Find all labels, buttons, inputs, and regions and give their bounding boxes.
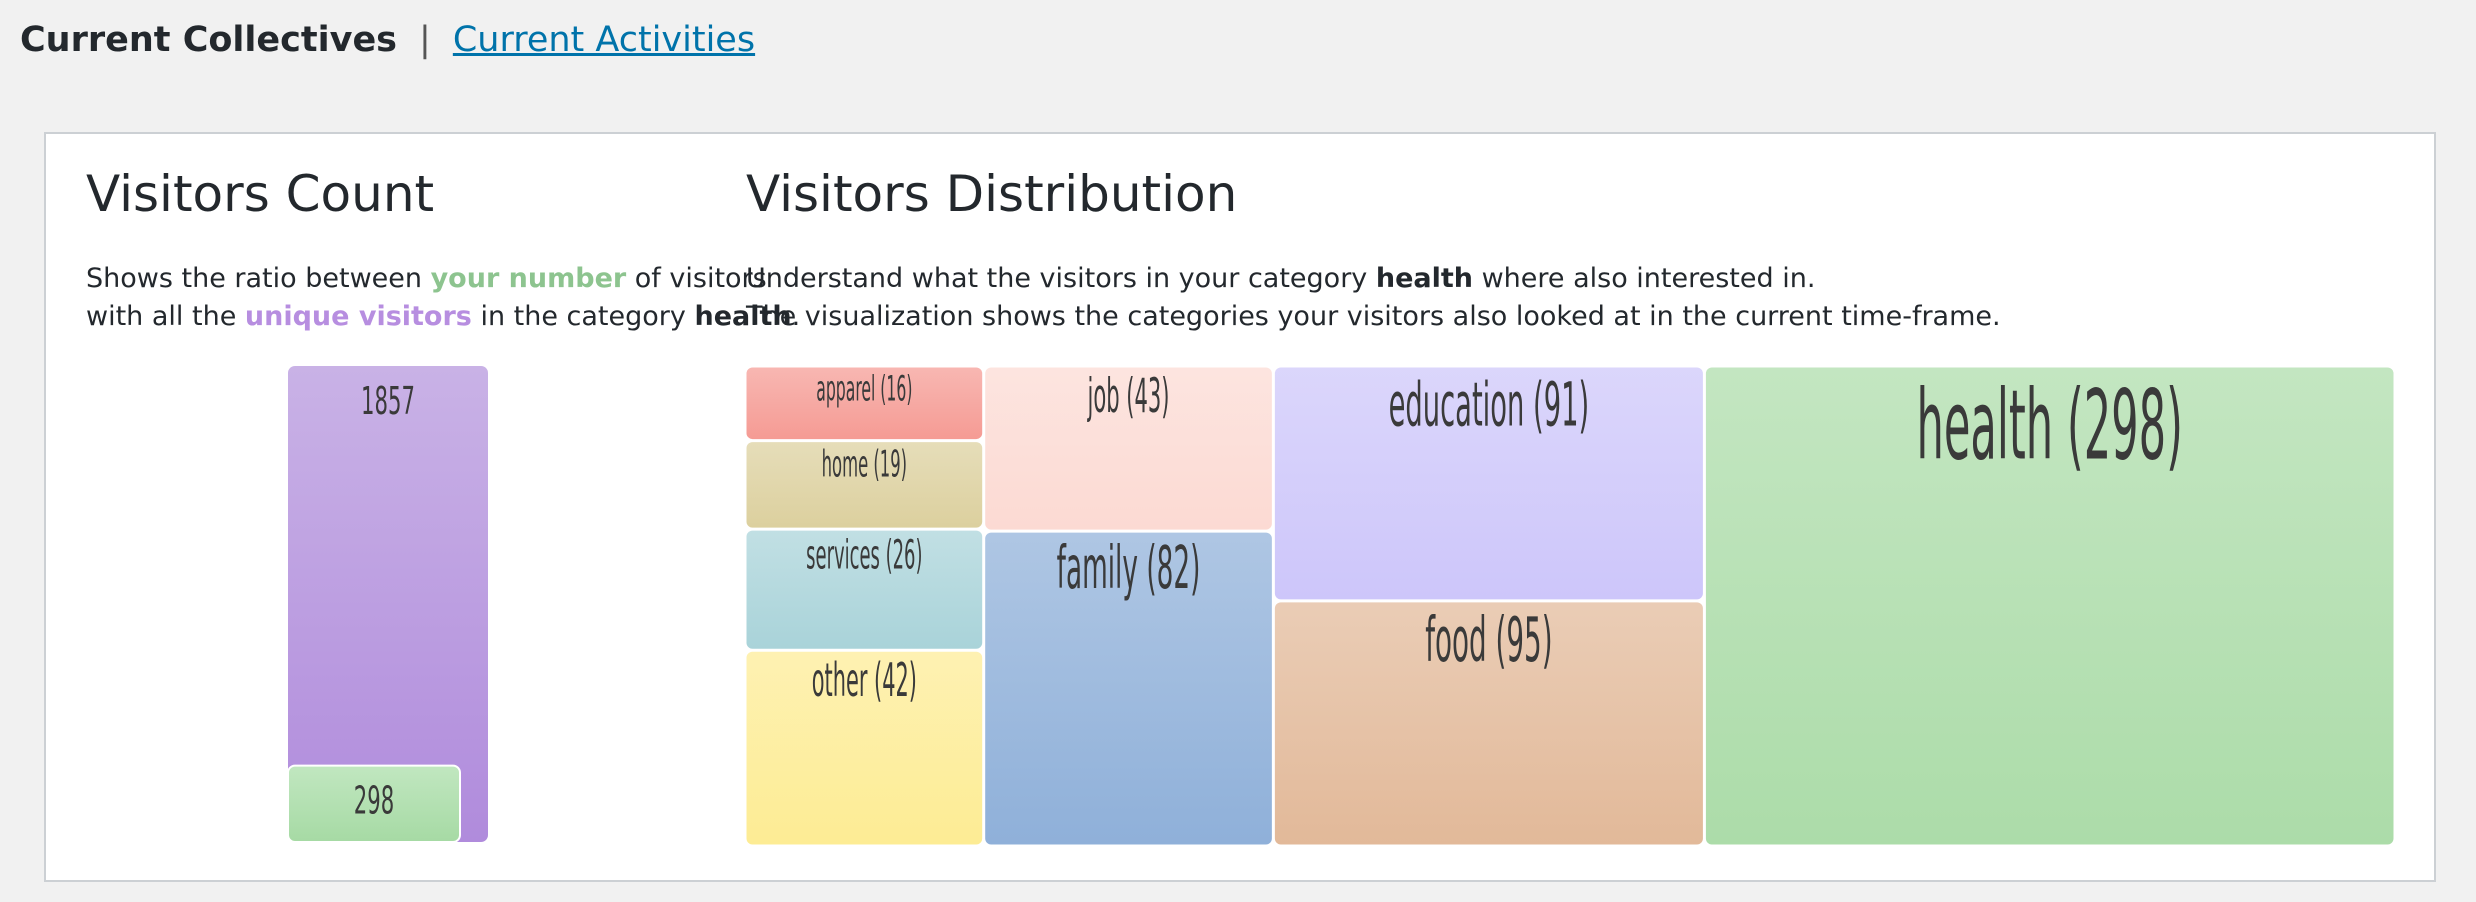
treemap-cell-education[interactable] (1274, 367, 1703, 600)
treemap-label-health: health (298) (1916, 370, 2182, 481)
category-name: health (694, 301, 792, 332)
visitors-distribution-description: Understand what the visitors in your cat… (746, 260, 2001, 336)
treemap-cell-family[interactable] (985, 532, 1272, 845)
visitors-distribution-treemap: apparel (16) home (19) services (26) other … (746, 367, 2394, 845)
treemap-cell-other[interactable] (746, 651, 983, 845)
desc-text: in the category (471, 301, 695, 332)
visitors-count-description: Shows the ratio between your number of v… (86, 260, 800, 336)
your-number-highlight: your number (430, 263, 627, 294)
current-activities-link[interactable]: Current Activities (452, 20, 756, 60)
treemap-label-family: family (82) (1057, 534, 1201, 602)
treemap-cell-services[interactable] (746, 530, 983, 649)
unique-visitors-bar (288, 366, 488, 842)
treemap-cell-home[interactable] (746, 442, 983, 528)
desc-text: of visitors (626, 263, 767, 294)
treemap-label-home: home (19) (822, 443, 907, 486)
visitors-count-chart: 1857 298 (287, 366, 488, 844)
treemap-label-food: food (95) (1425, 604, 1552, 676)
nav-separator: | (419, 20, 431, 60)
treemap-cell-health[interactable] (1705, 367, 2394, 845)
treemap-label-services: services (26) (806, 533, 922, 579)
category-name: health (1375, 263, 1473, 294)
desc-text: where also interested in. (1473, 263, 1816, 294)
treemap-label-other: other (42) (812, 653, 917, 707)
treemap-cell-job[interactable] (985, 367, 1272, 530)
desc-text: with all the (86, 301, 245, 332)
treemap-label-education: education (91) (1389, 370, 1590, 441)
desc-text: Shows the ratio between (86, 263, 431, 294)
visitors-count-title: Visitors Count (86, 165, 435, 223)
unique-visitors-highlight: unique visitors (244, 301, 472, 332)
page-navigation: Current Collectives | Current Activities (20, 16, 755, 64)
current-collectives-tab: Current Collectives (20, 20, 398, 60)
desc-text: . (791, 301, 801, 332)
treemap-cell-apparel[interactable] (746, 367, 983, 440)
treemap-label-apparel: apparel (16) (816, 369, 912, 409)
treemap-label-job: job (43) (1087, 369, 1170, 423)
your-number-value: 298 (354, 780, 394, 823)
treemap-cell-food[interactable] (1274, 602, 1703, 845)
desc-text: Understand what the visitors in your cat… (746, 263, 1376, 294)
unique-visitors-value: 1857 (361, 380, 415, 423)
your-number-bar (287, 764, 461, 844)
visitors-distribution-title: Visitors Distribution (746, 165, 1238, 223)
desc-text: The visualization shows the categories y… (746, 301, 2001, 332)
